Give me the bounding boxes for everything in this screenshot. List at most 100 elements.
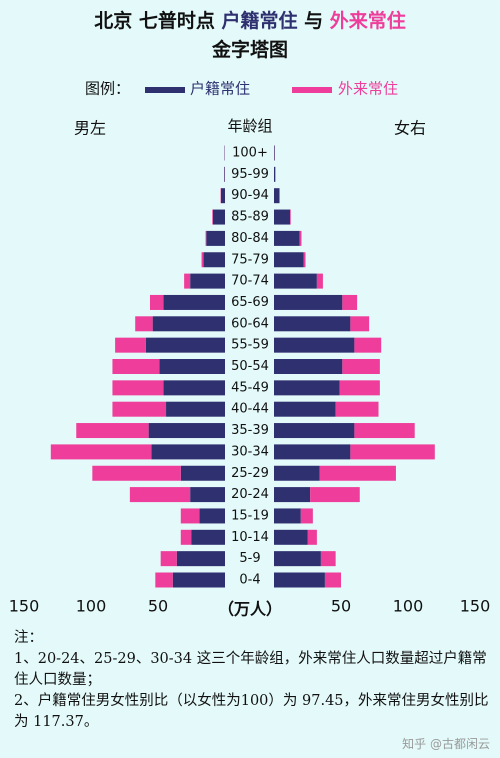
bar-right: [274, 337, 355, 353]
bar-right: [274, 209, 291, 225]
bar-left: [115, 337, 146, 353]
bar-left: [172, 572, 225, 588]
bar-left: [135, 316, 153, 332]
bar-left: [180, 508, 200, 524]
bar-right: [274, 487, 311, 503]
bar-right: [274, 508, 301, 524]
bar-right: [342, 359, 380, 374]
bar-left: [205, 230, 207, 246]
bar-left: [92, 465, 181, 481]
category-label: 100+: [232, 146, 268, 161]
title-part: 与: [304, 10, 323, 32]
bar-right: [307, 529, 317, 545]
right-label: 女右: [394, 119, 426, 138]
bar-right: [319, 465, 396, 481]
bar-right: [310, 487, 360, 503]
category-label: 35-39: [231, 423, 269, 438]
watermark: 知乎 @古都闲云: [402, 737, 490, 751]
chart-title: 北京 七普时点 户籍常住 与 外来常住: [94, 9, 406, 32]
bar-left: [166, 401, 225, 417]
category-label: 75-79: [231, 252, 269, 267]
category-label: 5-9: [239, 551, 260, 566]
bar-left: [224, 166, 225, 182]
bar-left: [151, 444, 225, 460]
bar-left: [180, 465, 225, 481]
x-tick-label: 50: [148, 597, 168, 616]
bar-right: [274, 252, 304, 268]
category-label: 0-4: [239, 573, 260, 588]
bar-right: [350, 444, 435, 460]
category-label: 55-59: [231, 338, 269, 353]
bar-right: [316, 273, 323, 289]
category-label: 80-84: [231, 231, 269, 246]
bar-right: [303, 252, 306, 268]
bar-right: [290, 209, 291, 225]
bar-left: [148, 423, 225, 439]
category-label: 70-74: [231, 274, 269, 289]
bar-right: [274, 145, 275, 161]
x-tick-label: 50: [331, 597, 351, 616]
bar-left: [184, 273, 191, 289]
bar-left: [145, 337, 225, 353]
bar-right: [274, 529, 308, 545]
bar-left: [112, 359, 160, 374]
bar-right: [274, 551, 321, 567]
category-label: 85-89: [231, 210, 269, 225]
category-label: 50-54: [231, 359, 269, 374]
category-label: 45-49: [231, 380, 269, 395]
left-label: 男左: [74, 119, 106, 138]
note: 1、20-24、25-29、30-34 这三个年龄组，外来常住人口数量超过户籍常…: [14, 651, 487, 688]
category-label: 30-34: [231, 444, 269, 459]
bar-left: [176, 551, 225, 567]
bar-left: [112, 380, 164, 396]
bar-left: [220, 188, 225, 204]
bar-right: [350, 316, 370, 332]
x-tick-label: 100: [393, 597, 424, 616]
chart: 北京 七普时点 户籍常住 与 外来常住 金字塔图 图例： 男左 年龄组 女右 （…: [9, 9, 491, 619]
bar-left: [201, 252, 204, 268]
bar-right: [274, 166, 276, 182]
x-tick-label: 150: [9, 597, 40, 616]
note: 2、户籍常住男女性别比（以女性为100）为 97.45，外来常住男女性别比为 1…: [14, 693, 489, 730]
bar-left: [180, 529, 192, 545]
category-label: 60-64: [231, 316, 269, 331]
bar-left: [160, 551, 177, 567]
bar-left: [203, 252, 225, 268]
bar-left: [190, 273, 225, 289]
category-label: 20-24: [231, 487, 269, 502]
x-tick-label: 100: [76, 597, 107, 616]
bar-left: [76, 423, 149, 439]
bar-left: [152, 316, 225, 332]
notes: 注： 1、20-24、25-29、30-34 这三个年龄组，外来常住人口数量超过…: [14, 628, 492, 733]
bar-left: [190, 487, 225, 503]
category-label: 10-14: [231, 530, 269, 545]
bar-left: [163, 294, 225, 310]
title-part: 外来常住: [330, 9, 406, 32]
bar-left: [112, 401, 167, 417]
bar-right: [320, 551, 336, 567]
title-part: 北京 七普时点: [94, 9, 215, 32]
bar-right: [274, 294, 343, 310]
bar-right: [274, 359, 343, 374]
bar-right: [274, 380, 340, 396]
bar-right: [342, 294, 358, 310]
category-label: 40-44: [231, 402, 269, 417]
bar-left: [149, 294, 164, 310]
bar-left: [129, 487, 191, 503]
bar-left: [159, 359, 225, 374]
x-tick-label: 150: [460, 597, 491, 616]
bar-left: [206, 230, 225, 246]
chart-subtitle: 金字塔图: [211, 38, 288, 61]
bar-left: [50, 444, 152, 460]
bar-right: [274, 465, 320, 481]
category-label: 65-69: [231, 295, 269, 310]
category-label: 90-94: [231, 188, 269, 203]
bar-right: [299, 230, 302, 246]
category-label: 95-99: [231, 167, 269, 182]
bar-right: [274, 188, 280, 204]
bar-right: [274, 423, 355, 439]
bar-right: [339, 380, 380, 396]
bar-left: [155, 572, 173, 588]
legend-label: 图例：: [85, 80, 130, 98]
bar-right: [335, 401, 379, 417]
